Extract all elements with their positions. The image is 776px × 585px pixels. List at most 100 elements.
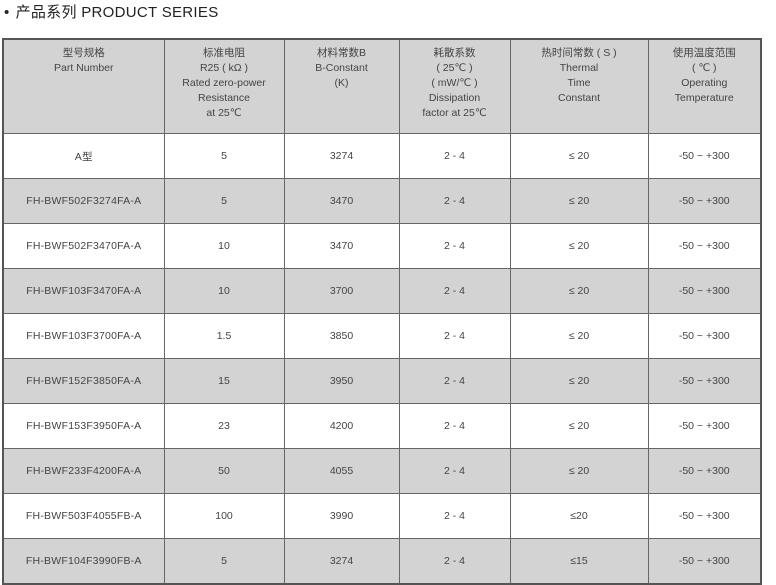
cell-b-constant: 3470 — [283, 223, 400, 269]
cell-thermal-time-constant: ≤ 20 — [509, 448, 649, 494]
cell-b-constant: 4055 — [283, 448, 400, 494]
header-line: ( mW/℃ ) — [431, 77, 478, 89]
table-row: FH-BWF152F3850FA-A 15 3950 2 - 4 ≤ 20 -50 ~ +… — [2, 358, 762, 404]
header-operating-temperature: 使用温度范围 ( ℃ ) Operating Temperature — [647, 38, 762, 134]
cell-rated-resistance: 23 — [163, 403, 285, 449]
cell-dissipation-factor: 2 - 4 — [398, 538, 511, 585]
cell-part-number: FH-BWF502F3470FA-A — [2, 223, 165, 269]
cell-b-constant: 3950 — [283, 358, 400, 404]
cell-b-constant: 3274 — [283, 538, 400, 585]
header-line: Dissipation — [428, 92, 481, 104]
cell-rated-resistance: 5 — [163, 133, 285, 179]
cell-operating-temperature: -50 ~ +300 — [647, 313, 762, 359]
cell-thermal-time-constant: ≤15 — [509, 538, 649, 585]
cell-operating-temperature: -50 ~ +300 — [647, 403, 762, 449]
cell-dissipation-factor: 2 - 4 — [398, 448, 511, 494]
header-line: R25 ( kΩ ) — [199, 62, 249, 74]
cell-operating-temperature: -50 ~ +300 — [647, 178, 762, 224]
cell-part-number: FH-BWF153F3950FA-A — [2, 403, 165, 449]
header-line: 材料常数B — [316, 47, 366, 59]
header-line: ( 25℃ ) — [436, 62, 473, 74]
cell-dissipation-factor: 2 - 4 — [398, 313, 511, 359]
table-row: FH-BWF103F3700FA-A 1.5 3850 2 - 4 ≤ 20 -50 ~ … — [2, 313, 762, 359]
cell-dissipation-factor: 2 - 4 — [398, 403, 511, 449]
cell-b-constant: 3700 — [283, 268, 400, 314]
cell-b-constant: 3990 — [283, 493, 400, 539]
header-line: ( ℃ ) — [691, 62, 717, 74]
header-b-constant: 材料常数B B-Constant (K) — [283, 38, 400, 134]
table-row: FH-BWF104F3990FB-A 5 3274 2 - 4 ≤15 -50 ~ +30… — [2, 538, 762, 585]
header-line: Constant — [557, 92, 601, 104]
cell-dissipation-factor: 2 - 4 — [398, 358, 511, 404]
cell-part-number: FH-BWF103F3700FA-A — [2, 313, 165, 359]
header-rated-resistance: 标准电阻 R25 ( kΩ ) Rated zero-power Resistance… — [163, 38, 285, 134]
section-title: • 产品系列 PRODUCT SERIES — [4, 1, 219, 22]
header-line: Time — [567, 77, 591, 89]
header-part-number: 型号规格 Part Number — [2, 38, 165, 134]
cell-operating-temperature: -50 ~ +300 — [647, 223, 762, 269]
cell-operating-temperature: -50 ~ +300 — [647, 448, 762, 494]
cell-part-number: FH-BWF502F3274FA-A — [2, 178, 165, 224]
cell-rated-resistance: 5 — [163, 538, 285, 585]
table-row: FH-BWF153F3950FA-A 23 4200 2 - 4 ≤ 20 -50 ~ +… — [2, 403, 762, 449]
table-row: FH-BWF503F4055FB-A 100 3990 2 - 4 ≤20 -50 ~ +… — [2, 493, 762, 539]
cell-rated-resistance: 15 — [163, 358, 285, 404]
header-line: 热时间常数 ( S ) — [541, 47, 617, 59]
cell-thermal-time-constant: ≤ 20 — [509, 403, 649, 449]
cell-thermal-time-constant: ≤ 20 — [509, 178, 649, 224]
cell-thermal-time-constant: ≤ 20 — [509, 223, 649, 269]
cell-dissipation-factor: 2 - 4 — [398, 268, 511, 314]
header-line: 型号规格 — [62, 47, 105, 59]
cell-part-number: FH-BWF233F4200FA-A — [2, 448, 165, 494]
header-line: Rated zero-power — [182, 77, 266, 89]
cell-b-constant: 4200 — [283, 403, 400, 449]
product-series-table: 型号规格 Part Number 标准电阻 R25 ( kΩ ) Rated zero-… — [2, 38, 762, 585]
cell-dissipation-factor: 2 - 4 — [398, 133, 511, 179]
table-row: FH-BWF502F3274FA-A 5 3470 2 - 4 ≤ 20 -50 ~ +3… — [2, 178, 762, 224]
cell-dissipation-factor: 2 - 4 — [398, 178, 511, 224]
header-line: (K) — [334, 77, 349, 89]
cell-rated-resistance: 100 — [163, 493, 285, 539]
table-row: FH-BWF502F3470FA-A 10 3470 2 - 4 ≤ 20 -50 ~ +… — [2, 223, 762, 269]
header-line: B-Constant — [315, 62, 368, 74]
table-row: FH-BWF233F4200FA-A 50 4055 2 - 4 ≤ 20 -50 ~ +… — [2, 448, 762, 494]
header-line: Thermal — [559, 62, 599, 74]
table-header-row: 型号规格 Part Number 标准电阻 R25 ( kΩ ) Rated zero-… — [2, 38, 762, 134]
cell-part-number: FH-BWF103F3470FA-A — [2, 268, 165, 314]
header-line: at 25℃ — [206, 107, 242, 119]
table-row: A型 5 3274 2 - 4 ≤ 20 -50 ~ +300 — [2, 133, 762, 179]
cell-b-constant: 3470 — [283, 178, 400, 224]
header-line: 标准电阻 — [203, 47, 245, 59]
cell-rated-resistance: 50 — [163, 448, 285, 494]
cell-rated-resistance: 1.5 — [163, 313, 285, 359]
cell-part-number: A型 — [2, 133, 165, 179]
cell-thermal-time-constant: ≤ 20 — [509, 268, 649, 314]
cell-part-number: FH-BWF503F4055FB-A — [2, 493, 165, 539]
cell-thermal-time-constant: ≤ 20 — [509, 358, 649, 404]
cell-part-number: FH-BWF104F3990FB-A — [2, 538, 165, 585]
cell-dissipation-factor: 2 - 4 — [398, 223, 511, 269]
cell-operating-temperature: -50 ~ +300 — [647, 538, 762, 585]
section-title-text: 产品系列 PRODUCT SERIES — [15, 4, 219, 21]
cell-dissipation-factor: 2 - 4 — [398, 493, 511, 539]
cell-part-number: FH-BWF152F3850FA-A — [2, 358, 165, 404]
header-line: Resistance — [198, 92, 250, 104]
header-line: factor at 25℃ — [422, 107, 487, 119]
cell-thermal-time-constant: ≤ 20 — [509, 133, 649, 179]
table-row: FH-BWF103F3470FA-A 10 3700 2 - 4 ≤ 20 -50 ~ +… — [2, 268, 762, 314]
header-dissipation-factor: 耗散系数 ( 25℃ ) ( mW/℃ ) Dissipation factor at … — [398, 38, 511, 134]
cell-thermal-time-constant: ≤20 — [509, 493, 649, 539]
header-line: 使用温度范围 — [672, 47, 736, 59]
cell-rated-resistance: 10 — [163, 268, 285, 314]
cell-operating-temperature: -50 ~ +300 — [647, 358, 762, 404]
header-line: Temperature — [674, 92, 734, 104]
cell-rated-resistance: 5 — [163, 178, 285, 224]
header-line: Operating — [681, 77, 728, 89]
cell-b-constant: 3274 — [283, 133, 400, 179]
header-thermal-time-constant: 热时间常数 ( S ) Thermal Time Constant — [509, 38, 649, 134]
cell-thermal-time-constant: ≤ 20 — [509, 313, 649, 359]
cell-b-constant: 3850 — [283, 313, 400, 359]
header-line: 耗散系数 — [433, 47, 476, 59]
cell-operating-temperature: -50 ~ +300 — [647, 268, 762, 314]
cell-operating-temperature: -50 ~ +300 — [647, 133, 762, 179]
